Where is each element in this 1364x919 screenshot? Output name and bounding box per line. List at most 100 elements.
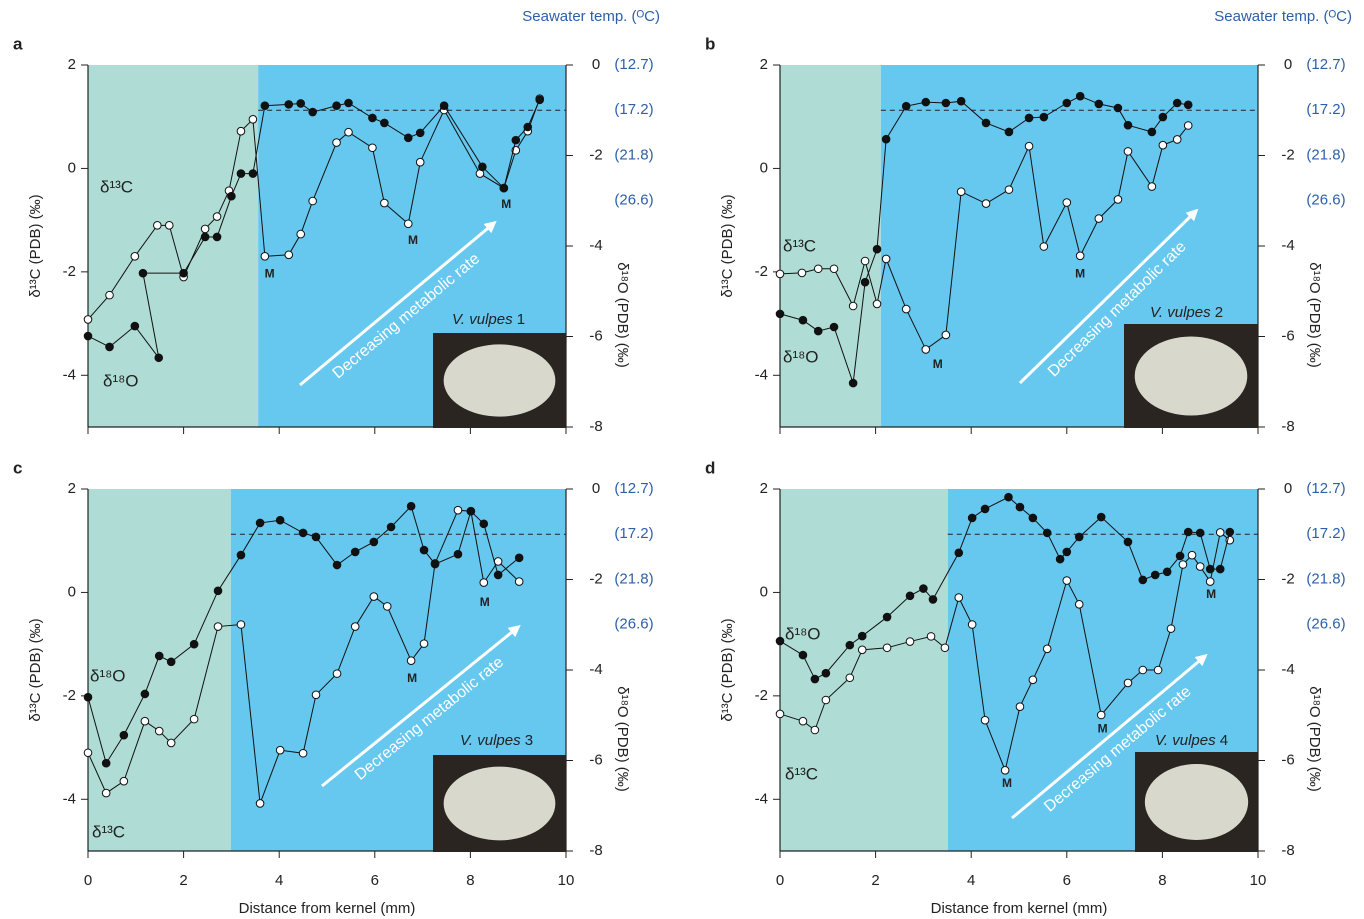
temp-axis-title: Seawater temp. (ᴼC) bbox=[522, 8, 660, 25]
data-point bbox=[980, 715, 990, 725]
data-point bbox=[406, 501, 416, 511]
data-point bbox=[1096, 710, 1106, 720]
x-axis-label: Distance from kernel (mm) bbox=[931, 900, 1108, 917]
data-point bbox=[1195, 562, 1205, 571]
temp-tick-label: (17.2) bbox=[1306, 101, 1345, 118]
data-point bbox=[332, 101, 341, 111]
y2-tick-label: -2 bbox=[1281, 146, 1294, 163]
data-point bbox=[514, 577, 524, 586]
data-point bbox=[140, 689, 150, 699]
data-point bbox=[1074, 600, 1084, 609]
data-point bbox=[956, 96, 966, 106]
y2-tick-label: -8 bbox=[1281, 842, 1294, 859]
data-point bbox=[83, 315, 93, 324]
shaded-region bbox=[780, 489, 948, 851]
data-point bbox=[848, 378, 858, 388]
specimen-number: 3 bbox=[525, 732, 533, 749]
annotation: M bbox=[1002, 776, 1012, 790]
specimen-number: 2 bbox=[1215, 304, 1223, 321]
data-point bbox=[1015, 502, 1025, 512]
x-tick-label: 10 bbox=[1250, 872, 1267, 889]
annotation: M bbox=[1206, 587, 1216, 601]
data-point bbox=[1074, 532, 1084, 542]
data-point bbox=[1183, 527, 1193, 537]
data-point bbox=[369, 592, 379, 601]
data-point bbox=[1178, 560, 1188, 569]
series-label: δ¹⁸O bbox=[90, 666, 126, 685]
data-point bbox=[813, 326, 823, 336]
y2-axis-label: δ¹⁸O (PDB) (‰) bbox=[1306, 686, 1323, 792]
y2-tick-label: 0 bbox=[1284, 56, 1292, 73]
data-point bbox=[1094, 99, 1104, 109]
x-tick-label: 6 bbox=[1063, 872, 1071, 889]
data-point bbox=[1138, 575, 1148, 585]
data-point bbox=[380, 198, 389, 208]
series-label: δ¹⁸O bbox=[785, 624, 821, 643]
temp-axis-title: Seawater temp. (ᴼC) bbox=[1214, 8, 1352, 25]
temp-tick-label: (12.7) bbox=[1306, 56, 1345, 73]
temp-tick-label: (26.6) bbox=[1306, 616, 1345, 633]
data-point bbox=[439, 101, 449, 111]
data-point bbox=[119, 776, 129, 786]
y-axis-label: δ¹³C (PDB) (‰) bbox=[27, 194, 44, 297]
y2-axis-label: δ¹⁸O (PDB) (‰) bbox=[1306, 262, 1323, 368]
specimen-shell bbox=[443, 766, 556, 841]
data-point bbox=[1158, 112, 1168, 122]
x-tick-label: 0 bbox=[84, 872, 92, 889]
annotation: M bbox=[933, 357, 943, 371]
data-point bbox=[845, 673, 855, 683]
data-point bbox=[493, 570, 503, 580]
data-point bbox=[941, 330, 951, 340]
data-point bbox=[872, 299, 882, 309]
y-tick-label: 0 bbox=[68, 159, 76, 176]
data-point bbox=[810, 674, 820, 684]
series-label: δ¹³C bbox=[100, 177, 133, 196]
data-point bbox=[179, 268, 188, 278]
data-point bbox=[1172, 135, 1182, 144]
temp-tick-label: (21.8) bbox=[614, 146, 653, 163]
data-point bbox=[829, 322, 839, 332]
y-tick-label: -4 bbox=[755, 790, 768, 807]
data-point bbox=[775, 709, 785, 719]
data-point bbox=[154, 651, 164, 661]
data-point bbox=[1024, 141, 1034, 151]
data-point bbox=[200, 224, 210, 234]
data-point bbox=[1004, 185, 1014, 194]
data-point bbox=[1096, 512, 1106, 522]
data-point bbox=[1123, 120, 1133, 130]
y2-tick-label: -6 bbox=[1281, 327, 1294, 344]
data-point bbox=[499, 183, 509, 193]
y-tick-label: 0 bbox=[68, 583, 76, 600]
data-point bbox=[298, 528, 308, 538]
data-point bbox=[821, 695, 831, 705]
data-point bbox=[311, 532, 321, 542]
data-point bbox=[350, 547, 360, 557]
data-point bbox=[275, 515, 285, 525]
specimen-name: V. vulpes bbox=[452, 311, 513, 328]
data-point bbox=[954, 593, 964, 602]
data-point bbox=[415, 128, 425, 138]
data-point bbox=[1024, 113, 1034, 123]
data-point bbox=[882, 612, 892, 622]
data-point bbox=[419, 545, 429, 555]
data-point bbox=[453, 505, 463, 515]
x-tick-label: 4 bbox=[967, 872, 975, 889]
data-point bbox=[967, 620, 977, 629]
data-point bbox=[905, 591, 915, 601]
data-point bbox=[1055, 554, 1065, 564]
y2-tick-label: -2 bbox=[589, 570, 602, 587]
data-point bbox=[1138, 665, 1148, 675]
data-point bbox=[350, 622, 360, 631]
specimen-shell bbox=[443, 344, 556, 417]
data-point bbox=[1183, 121, 1193, 130]
data-point bbox=[344, 98, 353, 108]
data-point bbox=[248, 169, 258, 178]
data-point bbox=[881, 254, 891, 264]
data-point bbox=[1039, 242, 1049, 251]
series-label: δ¹⁸O bbox=[783, 347, 819, 366]
data-point bbox=[154, 726, 164, 736]
data-point bbox=[332, 138, 341, 147]
data-point bbox=[1205, 564, 1215, 574]
trend-arrow bbox=[321, 624, 521, 788]
data-point bbox=[1225, 527, 1235, 537]
